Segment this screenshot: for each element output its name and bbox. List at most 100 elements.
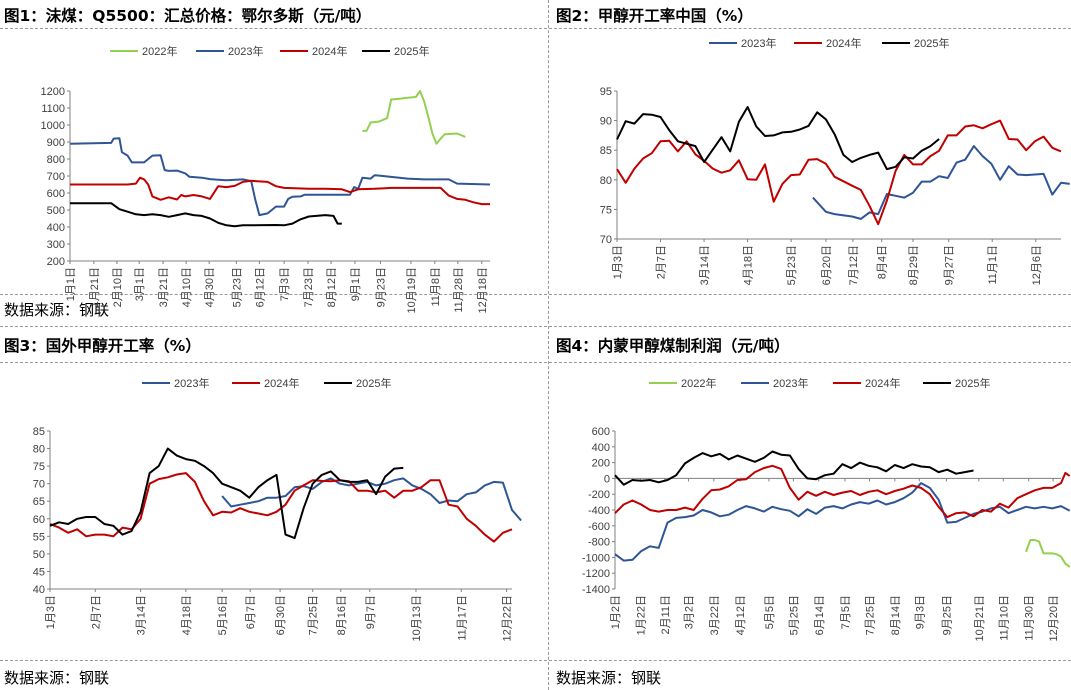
x-tick-label: 9月23日 [375, 267, 387, 307]
divider [0, 362, 1071, 363]
y-tick-label: 900 [47, 137, 65, 149]
y-tick-label: 65 [33, 496, 45, 508]
y-tick-label: 1100 [41, 103, 65, 115]
x-tick-label: 6月14日 [814, 595, 826, 635]
panel-4-source: 数据来源：钢联 [556, 669, 662, 687]
y-tick-label: 80 [33, 444, 45, 456]
x-tick-label: 11月8日 [430, 267, 442, 307]
y-tick-label: 60 [33, 514, 45, 526]
y-tick-label: -1000 [582, 552, 610, 564]
y-tick-label: 70 [600, 234, 612, 246]
y-tick-label: 90 [600, 116, 612, 128]
x-tick-label: 4月18日 [181, 595, 193, 635]
x-tick-label: 11月28日 [453, 267, 465, 313]
y-tick-label: 300 [47, 239, 65, 251]
x-tick-label: 6月7日 [245, 595, 257, 629]
series-line-2025年 [616, 106, 940, 171]
x-tick-label: 10月13日 [411, 595, 423, 641]
divider [0, 294, 1071, 295]
x-tick-label: 1月21日 [89, 267, 101, 307]
y-tick-label: 75 [33, 461, 45, 473]
x-tick-label: 12月22日 [502, 595, 514, 641]
x-tick-label: 7月3日 [279, 267, 291, 301]
x-tick-label: 3月2日 [683, 595, 695, 629]
x-tick-label: 9月27日 [944, 245, 956, 285]
panel-1-title: 图1：沫煤：Q5500：汇总价格：鄂尔多斯（元/吨） [4, 7, 372, 25]
series-line-2024年 [614, 464, 1071, 519]
x-tick-label: 2月11日 [660, 595, 672, 635]
y-tick-label: 95 [600, 86, 612, 98]
y-tick-label: 40 [33, 584, 45, 596]
x-tick-label: 11月1日 [987, 245, 999, 285]
x-tick-label: 9月3日 [914, 595, 926, 629]
x-tick-label: 8月12日 [326, 267, 338, 307]
x-tick-label: 5月23日 [231, 267, 243, 307]
series-line-2023年 [69, 137, 491, 217]
y-tick-label: 800 [47, 154, 65, 166]
x-tick-label: 3月22日 [709, 595, 721, 635]
y-tick-label: 75 [600, 204, 612, 216]
y-tick-label: 1200 [41, 86, 65, 98]
x-tick-label: 7月5日 [840, 595, 852, 629]
x-tick-label: 3月14日 [699, 245, 711, 285]
series-line-2025年 [49, 447, 404, 540]
legend-label: 2025年 [394, 44, 429, 58]
series-line-2024年 [70, 176, 490, 206]
divider [548, 0, 549, 690]
panel-1-source: 数据来源：钢联 [4, 301, 110, 319]
x-tick-label: 11月10日 [998, 595, 1010, 641]
series-line-2025年 [70, 202, 342, 228]
x-tick-label: 1月1日 [65, 267, 77, 301]
legend-label: 2024年 [865, 376, 900, 390]
x-tick-label: 2月7日 [90, 595, 102, 629]
x-tick-label: 5月16日 [217, 595, 229, 635]
x-tick-label: 9月7日 [365, 595, 377, 629]
legend-label: 2023年 [773, 376, 808, 390]
x-tick-label: 9月25日 [941, 595, 953, 635]
divider [0, 28, 1071, 29]
series-line-2023年 [221, 477, 522, 522]
x-tick-label: 3月21日 [158, 267, 170, 307]
x-tick-label: 6月12日 [254, 267, 266, 307]
x-tick-label: 12月20日 [1048, 595, 1060, 641]
y-tick-label: 600 [592, 426, 610, 438]
divider [0, 660, 1071, 661]
x-tick-label: 8月14日 [890, 595, 902, 635]
x-tick-label: 1月3日 [45, 595, 57, 629]
legend-label: 2022年 [681, 376, 716, 390]
y-tick-label: -400 [588, 505, 610, 517]
x-tick-label: 10月21日 [974, 595, 986, 641]
legend-label: 2025年 [955, 376, 990, 390]
y-tick-label: 85 [33, 426, 45, 438]
y-tick-label: 0 [604, 473, 610, 485]
x-tick-label: 4月30日 [204, 267, 216, 307]
x-tick-label: 7月25日 [308, 595, 320, 635]
series-line-2023年 [812, 145, 1070, 220]
x-tick-label: 8月4日 [877, 245, 889, 279]
y-tick-label: 600 [47, 188, 65, 200]
panel-2-title: 图2：甲醇开工率中国（%） [556, 7, 753, 25]
x-tick-label: 2月10日 [112, 267, 124, 307]
chart-4: -1400 -1200 -1000 -800 -600 -400 -200 0 200 400 60… [582, 376, 1071, 641]
x-tick-label: 4月12日 [735, 595, 747, 635]
y-tick-label: 400 [47, 222, 65, 234]
x-tick-label: 12月6日 [1031, 245, 1043, 285]
series-line-2022年 [1025, 539, 1071, 568]
x-tick-label: 5月25日 [788, 595, 800, 635]
x-tick-label: 11月30日 [1024, 595, 1036, 641]
series-line-2025年 [614, 450, 974, 486]
y-tick-label: 70 [33, 479, 45, 491]
legend-label: 2025年 [914, 36, 949, 50]
y-tick-label: 200 [47, 256, 65, 268]
y-tick-label: -1200 [582, 568, 610, 580]
y-tick-label: 400 [592, 442, 610, 454]
legend-label: 2023年 [228, 44, 263, 58]
x-tick-label: 6月20日 [821, 245, 833, 285]
x-tick-label: 4月18日 [743, 245, 755, 285]
panel-4-title: 图4：内蒙甲醇煤制利润（元/吨） [556, 337, 790, 355]
x-tick-label: 2月7日 [656, 245, 668, 279]
legend-label: 2023年 [741, 36, 776, 50]
chart-1: 200 300 400 500 600 700 800 900 1000 1100 1200 1月1日… [41, 44, 491, 313]
series-line-2024年 [616, 119, 1062, 226]
